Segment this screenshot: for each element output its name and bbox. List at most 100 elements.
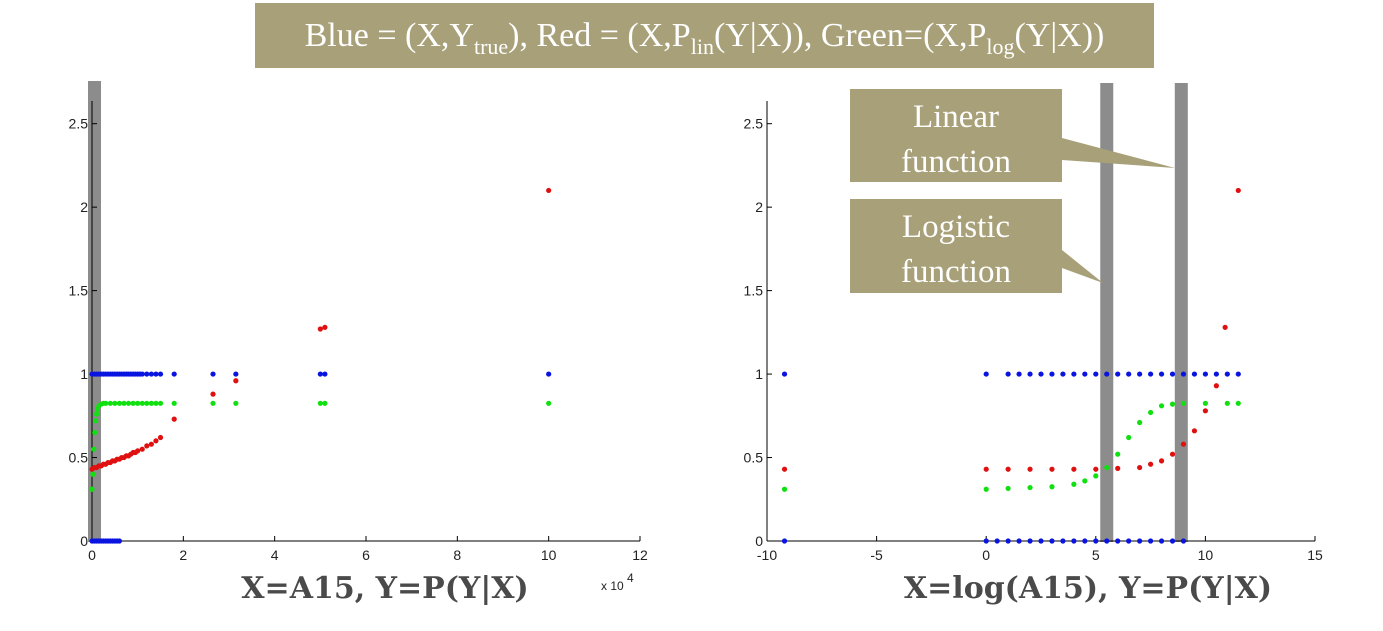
callout-linear-box bbox=[850, 89, 1062, 182]
p2-blue-point bbox=[1126, 538, 1132, 544]
p1-blue-point bbox=[144, 371, 150, 377]
p1-green-point bbox=[317, 400, 323, 406]
p1-green-point bbox=[107, 400, 113, 406]
p2-green-point bbox=[1093, 473, 1099, 479]
p1-green-point bbox=[153, 400, 159, 406]
p1-blue-point bbox=[148, 371, 154, 377]
p1-x-multiplier-exp: 4 bbox=[627, 571, 634, 585]
p1-red-point bbox=[139, 446, 145, 452]
p1-x-tick-label: 10 bbox=[541, 547, 557, 563]
p2-blue-point bbox=[1137, 538, 1143, 544]
p2-x-tick-label: -10 bbox=[757, 547, 777, 563]
p2-highlight-bar-2 bbox=[1174, 83, 1188, 542]
p1-green-point bbox=[233, 400, 239, 406]
p2-y-tick-label: 2.5 bbox=[744, 116, 764, 132]
p1-green-point bbox=[130, 400, 136, 406]
p1-y-tick-label: 0 bbox=[80, 533, 88, 549]
p1-blue-point bbox=[157, 371, 164, 377]
p2-y-tick-label: 0 bbox=[755, 533, 763, 549]
p1-x-tick-label: 4 bbox=[271, 547, 279, 563]
p2-blue-point bbox=[1169, 371, 1176, 377]
p2-blue-point bbox=[1038, 371, 1044, 377]
p2-blue-point bbox=[1148, 538, 1154, 544]
p2-blue-point bbox=[1016, 371, 1022, 377]
p1-blue-point bbox=[546, 371, 552, 377]
p2-blue-point bbox=[1104, 371, 1110, 377]
p1-blue-point bbox=[322, 371, 328, 377]
p2-blue-point bbox=[1049, 538, 1055, 544]
p1-blue-point bbox=[139, 371, 145, 377]
p1-green-point bbox=[116, 400, 122, 406]
p2-green-point bbox=[1115, 451, 1121, 457]
p1-red-point bbox=[135, 448, 141, 454]
p2-green-point bbox=[1148, 409, 1154, 416]
p2-blue-point bbox=[1224, 371, 1230, 377]
callout-linear-pointer bbox=[1062, 138, 1175, 168]
p2-red-point bbox=[983, 466, 989, 472]
p2-blue-point bbox=[1235, 371, 1241, 377]
p2-blue-point bbox=[1016, 538, 1022, 544]
p2-blue-point bbox=[781, 371, 788, 377]
p2-green-point bbox=[1126, 434, 1132, 441]
p2-red-point bbox=[1213, 383, 1219, 389]
p2-red-point bbox=[1148, 461, 1154, 467]
p1-red-point bbox=[546, 187, 552, 194]
p1-green-point bbox=[93, 411, 100, 417]
p2-red-point bbox=[1158, 458, 1165, 464]
p1-green-point bbox=[139, 400, 145, 406]
p2-green-point bbox=[1082, 478, 1088, 484]
p2-blue-point bbox=[1213, 371, 1219, 377]
p1-green-point bbox=[112, 400, 118, 406]
p1-green-point bbox=[90, 471, 96, 477]
p2-blue-point bbox=[1027, 371, 1033, 377]
p2-xlabel: X=log(A15), Y=P(Y|X) bbox=[904, 571, 1272, 606]
callout-linear-line2: function bbox=[901, 144, 1011, 180]
p2-red-point bbox=[1191, 428, 1198, 434]
p2-red-point bbox=[1235, 187, 1241, 194]
p1-green-point bbox=[93, 418, 99, 424]
p2-y-tick-label: 1 bbox=[755, 366, 763, 382]
p2-blue-point bbox=[1060, 538, 1066, 544]
p2-blue-point bbox=[1093, 371, 1099, 377]
p1-x-tick-label: 2 bbox=[179, 547, 187, 563]
p2-blue-point bbox=[1027, 538, 1033, 544]
p2-green-point bbox=[1049, 484, 1055, 490]
p2-x-tick-label: 5 bbox=[1092, 547, 1100, 563]
p1-green-point bbox=[157, 400, 164, 406]
p1-blue-point bbox=[171, 371, 177, 377]
p1-red-point bbox=[210, 391, 216, 397]
p2-y-tick-label: 2 bbox=[755, 199, 763, 215]
p2-green-point bbox=[1071, 481, 1077, 487]
p2-blue-point bbox=[1180, 371, 1187, 377]
p1-red-point bbox=[144, 443, 150, 449]
callout-linear-line1: Linear bbox=[913, 99, 999, 135]
p1-green-point bbox=[92, 429, 98, 436]
p2-green-point bbox=[1104, 464, 1110, 471]
p2-blue-point bbox=[1060, 371, 1066, 377]
p2-blue-point bbox=[1148, 371, 1154, 377]
p1-y-tick-label: 0.5 bbox=[69, 450, 89, 466]
p2-x-tick-label: 15 bbox=[1307, 547, 1323, 563]
p1-green-point bbox=[103, 400, 109, 406]
p1-green-point bbox=[210, 400, 216, 406]
p2-blue-point bbox=[1202, 371, 1208, 377]
p2-x-tick-label: -5 bbox=[870, 547, 883, 563]
p2-red-point bbox=[1071, 466, 1077, 472]
p1-xlabel: X=A15, Y=P(Y|X) bbox=[241, 571, 528, 606]
p2-red-point bbox=[1005, 466, 1011, 472]
p2-highlight-bar-1 bbox=[1100, 83, 1114, 542]
p2-green-point bbox=[1224, 400, 1230, 406]
p2-blue-point bbox=[1158, 538, 1165, 544]
p1-y-tick-label: 2.5 bbox=[69, 116, 89, 132]
p1-y-tick-label: 1.5 bbox=[69, 283, 89, 299]
p2-blue-point bbox=[1158, 371, 1165, 377]
p2-x-tick-label: 0 bbox=[982, 547, 990, 563]
p2-blue-point bbox=[1115, 371, 1121, 377]
p2-green-point bbox=[1169, 401, 1176, 407]
banner-text: Blue = (X,Ytrue), Red = (X,Plin(Y|X)), G… bbox=[304, 16, 1105, 59]
p1-green-point bbox=[125, 400, 132, 406]
p2-blue-point bbox=[1071, 371, 1077, 377]
p1-y-tick-label: 2 bbox=[80, 199, 88, 215]
p2-blue-point bbox=[781, 538, 788, 544]
p1-green-point bbox=[135, 400, 141, 406]
